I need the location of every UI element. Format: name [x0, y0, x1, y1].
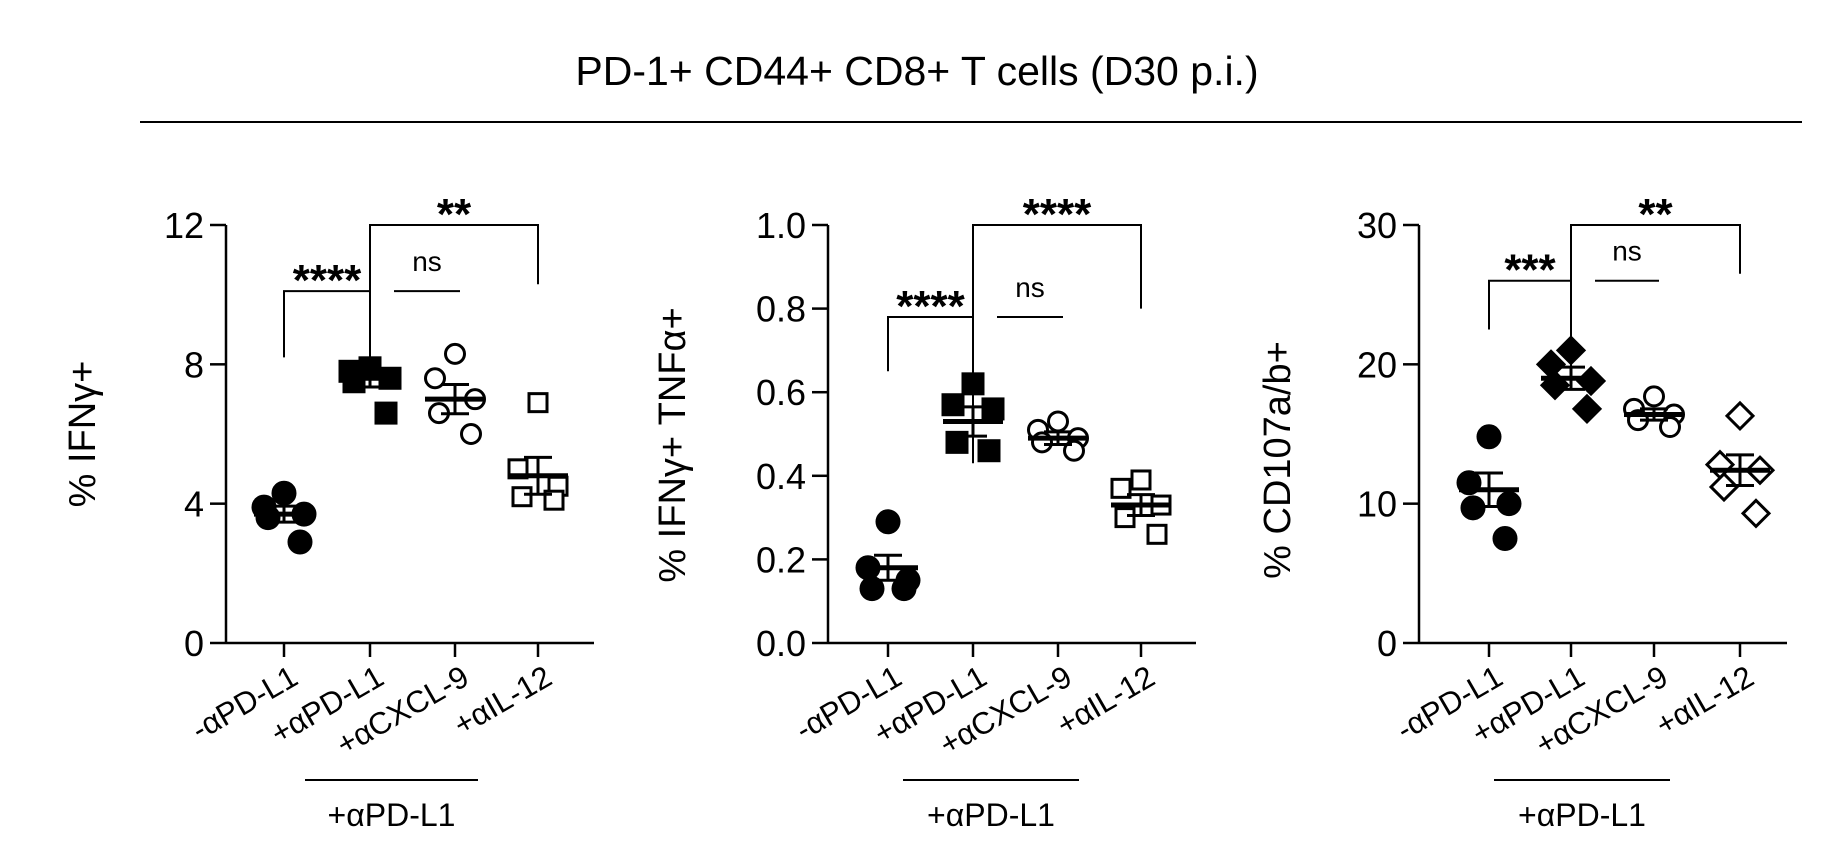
x-tick-label: +αIL-12	[1650, 659, 1760, 743]
data-point	[1740, 498, 1772, 529]
y-tick-label: 0.8	[756, 289, 806, 330]
data-point	[875, 509, 901, 535]
data-point	[1659, 416, 1681, 439]
data-point	[1130, 469, 1152, 491]
data-point	[511, 486, 533, 508]
y-tick-label: 12	[164, 205, 204, 246]
data-point	[1535, 349, 1567, 380]
group-bracket-label: +αPD-L1	[927, 797, 1055, 833]
data-point	[1724, 400, 1756, 432]
data-point	[1110, 477, 1132, 499]
sig-label: **	[437, 190, 472, 239]
y-tick-label: 8	[184, 344, 204, 385]
group-bracket-label: +αPD-L1	[1518, 797, 1646, 833]
y-tick-label: 0.0	[756, 623, 806, 664]
sig-label: ns	[1015, 272, 1045, 303]
data-point	[255, 505, 281, 531]
data-point	[981, 397, 1005, 421]
y-tick-label: 0.4	[756, 456, 806, 497]
data-point	[891, 576, 917, 602]
data-point	[1114, 507, 1136, 529]
y-tick-label: 0.6	[756, 372, 806, 413]
data-point	[460, 423, 482, 445]
sig-label: ****	[1023, 190, 1092, 239]
y-axis-label: % IFNγ+ TNFα+	[652, 307, 694, 582]
data-point	[424, 367, 446, 390]
sig-bracket	[972, 224, 1142, 464]
data-point	[287, 529, 313, 555]
data-point	[1476, 424, 1502, 450]
y-axis-label: % IFNγ+	[62, 361, 104, 508]
y-tick-label: 20	[1357, 344, 1397, 385]
sig-label: **	[1638, 190, 1673, 239]
data-point	[1146, 523, 1168, 545]
sig-label: ns	[412, 246, 442, 277]
data-point	[271, 480, 297, 506]
y-tick-label: 0.2	[756, 539, 806, 580]
data-point	[977, 439, 1001, 463]
y-tick-label: 30	[1357, 205, 1397, 246]
data-point	[1492, 526, 1518, 551]
panel-ifng-tnfa: 0.00.20.40.60.81.0% IFNγ+ TNFα+-αPD-L1+α…	[652, 190, 1196, 833]
y-tick-label: 10	[1357, 484, 1397, 525]
group-bracket-label: +αPD-L1	[328, 797, 456, 833]
data-point	[444, 342, 466, 365]
data-point	[859, 576, 885, 602]
sig-label: ***	[1504, 246, 1556, 295]
sig-label: ****	[293, 256, 362, 305]
sig-bracket	[369, 224, 539, 382]
sig-bracket	[1570, 224, 1741, 386]
title-divider-line	[140, 121, 1802, 123]
y-tick-label: 4	[184, 484, 204, 525]
y-tick-label: 1.0	[756, 205, 806, 246]
data-point	[941, 393, 965, 417]
y-tick-label: 0	[184, 623, 204, 664]
sig-label: ****	[896, 282, 965, 331]
data-point	[1063, 439, 1085, 462]
data-point	[1047, 410, 1069, 433]
data-point	[1496, 491, 1522, 517]
sig-label: ns	[1612, 236, 1642, 267]
data-point	[1643, 385, 1665, 408]
y-tick-label: 0	[1377, 623, 1397, 664]
data-point	[374, 401, 398, 425]
data-point	[1708, 471, 1740, 503]
y-axis-label: % CD107a/b+	[1257, 341, 1299, 579]
data-point	[527, 392, 549, 414]
figure-title: PD-1+ CD44+ CD8+ T cells (D30 p.i.)	[575, 48, 1259, 94]
data-point	[342, 370, 366, 394]
data-point	[1571, 393, 1603, 425]
